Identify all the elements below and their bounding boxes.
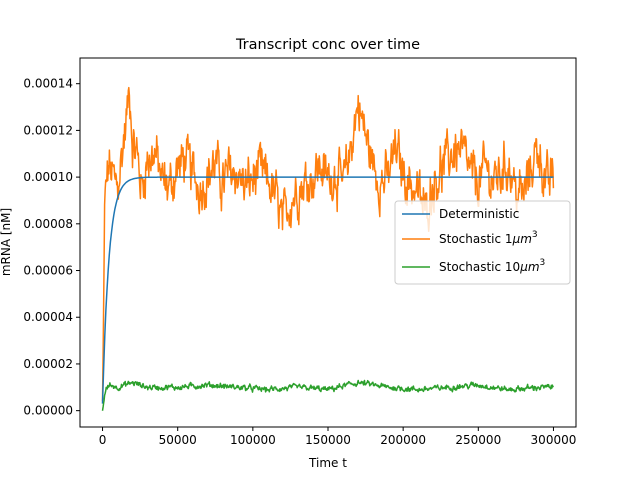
- legend-label-stochastic-10: Stochastic 10μm3: [439, 258, 545, 274]
- x-tick-label: 150000: [305, 433, 351, 447]
- y-tick-label: 0.00006: [23, 264, 73, 278]
- x-tick-label: 200000: [380, 433, 426, 447]
- y-tick-label: 0.00004: [23, 310, 73, 324]
- series-line-2: [101, 379, 555, 411]
- legend-label-stochastic-10-unit: μm: [519, 260, 539, 274]
- legend-label-stochastic-10-text: Stochastic 10: [439, 260, 520, 274]
- chart-title: Transcript conc over time: [235, 37, 420, 53]
- legend: Deterministic Stochastic 1μm3 Stochastic…: [394, 200, 571, 285]
- legend-label-stochastic-1-text: Stochastic 1: [439, 232, 513, 246]
- x-axis-label: Time t: [308, 456, 347, 470]
- x-tick-label: 250000: [455, 433, 501, 447]
- legend-label-deterministic: Deterministic: [439, 207, 519, 221]
- y-axis: 0.00000 0.00002 0.00004 0.00006 0.00008 0.000…: [23, 77, 80, 418]
- y-tick-label: 0.00008: [23, 217, 73, 231]
- y-tick-label: 0.00014: [23, 77, 73, 91]
- y-tick-label: 0.00002: [23, 357, 73, 371]
- x-tick-label: 0: [99, 433, 107, 447]
- legend-label-stochastic-1-unit: μm: [512, 232, 532, 246]
- y-tick-label: 0.00000: [23, 404, 73, 418]
- x-tick-label: 100000: [230, 433, 276, 447]
- legend-label-stochastic-1: Stochastic 1μm3: [439, 230, 538, 246]
- x-tick-label: 300000: [531, 433, 577, 447]
- legend-label-stochastic-1-sup: 3: [532, 230, 538, 240]
- legend-box: [394, 200, 571, 285]
- y-tick-label: 0.00012: [23, 123, 73, 137]
- legend-label-stochastic-10-sup: 3: [540, 258, 546, 268]
- x-tick-label: 50000: [159, 433, 197, 447]
- y-axis-label: mRNA [nM]: [0, 208, 13, 276]
- y-tick-label: 0.00010: [23, 170, 73, 184]
- x-axis: 0 50000 100000 150000 200000 250000 300000: [99, 427, 577, 447]
- series-line-0: [101, 176, 554, 404]
